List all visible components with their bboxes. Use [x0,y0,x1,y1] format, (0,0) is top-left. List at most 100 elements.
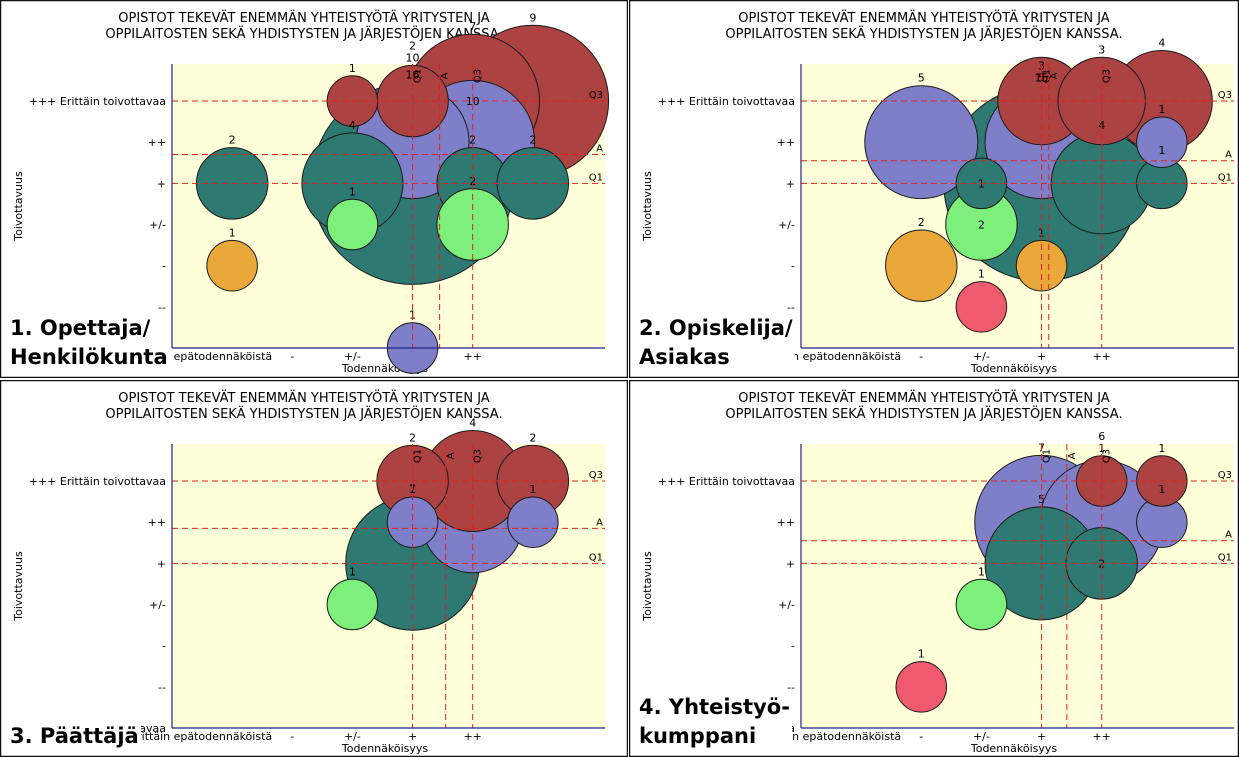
x-tick-label: - [290,730,294,743]
y-tick-label: -- [158,681,166,694]
bubble-label: 4 [469,417,476,430]
bubble-label: 2 [409,39,416,52]
horizontal-line-label: Q1 [1218,552,1232,563]
x-tick-label: ++ [463,730,481,743]
bubble-label: 2 [529,431,536,444]
vertical-line-label: Q1 [1042,69,1053,83]
bubble-label: 1 [918,648,925,661]
x-tick-label: + [1037,730,1046,743]
bubble-label: 1 [529,483,536,496]
x-tick-label: + [408,730,417,743]
horizontal-line-label: A [1225,530,1232,541]
y-tick-label: -- [158,301,166,314]
chart-title: OPPILAITOSTEN SEKÄ YHDISTYSTEN JA JÄRJES… [725,25,1122,42]
chart-title: OPPILAITOSTEN SEKÄ YHDISTYSTEN JA JÄRJES… [105,405,502,422]
panel-label: 4. Yhteistyö- kumppani [637,693,792,751]
bubble-label: 4 [1158,37,1165,50]
bubble-label: 3 [1098,43,1105,56]
bubble-label: 1 [1158,144,1165,157]
y-tick-label: + [786,557,795,570]
x-tick-label: ++ [1092,730,1110,743]
x-tick-label: - [919,350,923,363]
data-bubble [1136,116,1188,168]
panel-label: 2. Opiskelija/ Asiakas [637,314,795,372]
horizontal-line-label: A [596,144,603,155]
y-tick-label: +/- [778,599,795,612]
y-tick-label: - [162,260,166,273]
bubble-label: 1 [1038,226,1045,239]
bubble-label: 1 [978,268,985,281]
x-tick-label: + [1037,350,1046,363]
y-tick-label: +++ Erittäin toivottavaa [29,95,166,108]
bubble-label: 2 [469,175,476,188]
horizontal-line-label: Q1 [589,172,603,183]
data-bubble [885,229,958,302]
chart-svg: OPISTOT TEKEVÄT ENEMMÄN YHTEISTYÖTÄ YRIT… [629,380,1239,757]
x-tick-label: - [919,730,923,743]
x-tick-label: ++ [463,350,481,363]
bubble-label: 6 [1098,430,1105,443]
chart-title: OPISTOT TEKEVÄT ENEMMÄN YHTEISTYÖTÄ YRIT… [118,389,490,406]
horizontal-line-label: Q3 [589,90,603,101]
bubble-label: 1 [349,185,356,198]
y-tick-label: +/- [149,219,166,232]
bubble-inner-label: 2 [978,219,985,232]
x-tick-label: --- Erittäin epätodennäköistä [115,730,272,743]
vertical-line-label: Q3 [473,449,484,463]
y-tick-label: ++ [777,136,795,149]
chart-panel-3: OPISTOT TEKEVÄT ENEMMÄN YHTEISTYÖTÄ YRIT… [0,380,628,757]
bubble-label: 1 [349,62,356,75]
y-tick-label: -- [787,681,795,694]
data-bubble [326,578,379,631]
x-tick-label: ++ [1092,350,1110,363]
bubble-label: 1 [1158,103,1165,116]
y-tick-label: +/- [778,219,795,232]
horizontal-line-label: Q3 [589,470,603,481]
x-tick-label: +/- [973,730,990,743]
data-bubble [864,85,979,200]
bubble-label: 1 [1158,483,1165,496]
horizontal-line-label: Q3 [1218,90,1232,101]
horizontal-line-label: Q1 [589,552,603,563]
x-axis-label: Todennäköisyys [970,742,1058,755]
bubble-label: 1 [349,565,356,578]
y-tick-label: +/- [149,599,166,612]
chart-panel-2: OPISTOT TEKEVÄT ENEMMÄN YHTEISTYÖTÄ YRIT… [629,0,1239,378]
y-tick-label: ++ [777,516,795,529]
vertical-line-label: A [1067,452,1078,459]
data-bubble [326,198,379,251]
bubble-label: 10 [406,51,420,64]
data-bubble [895,661,948,713]
bubble-label: 1 [229,226,236,239]
vertical-line-label: Q3 [1102,69,1113,83]
y-tick-label: + [157,557,166,570]
chart-title: OPPILAITOSTEN SEKÄ YHDISTYSTEN JA JÄRJES… [105,25,502,42]
chart-title: OPPILAITOSTEN SEKÄ YHDISTYSTEN JA JÄRJES… [725,405,1122,422]
bubble-label: 7 [469,20,476,33]
vertical-line-label: A [1049,72,1060,79]
horizontal-line-label: Q1 [1218,172,1232,183]
y-tick-label: + [157,177,166,190]
y-tick-label: +++ Erittäin toivottavaa [658,475,795,488]
panel-label: 3. Päättäjä [8,722,141,751]
chart-title: OPISTOT TEKEVÄT ENEMMÄN YHTEISTYÖTÄ YRIT… [118,9,490,26]
x-axis-label: Todennäköisyys [970,362,1058,375]
data-bubble [955,281,1008,333]
data-bubble [206,239,258,292]
chart-panel-4: OPISTOT TEKEVÄT ENEMMÄN YHTEISTYÖTÄ YRIT… [629,380,1239,757]
y-tick-label: ++ [148,516,166,529]
horizontal-line-label: A [596,517,603,528]
x-tick-label: - [290,350,294,363]
vertical-line-label: Q3 [473,69,484,83]
y-axis-label: Toivottavuus [12,551,25,622]
vertical-line-label: Q3 [1102,449,1113,463]
data-bubble [507,496,559,548]
y-tick-label: - [791,260,795,273]
horizontal-line-label: A [1225,150,1232,161]
bubble-label: 2 [469,134,476,147]
y-tick-label: - [162,640,166,653]
y-axis-label: Toivottavuus [12,171,25,242]
y-tick-label: + [786,177,795,190]
y-tick-label: +++ Erittäin toivottavaa [658,95,795,108]
